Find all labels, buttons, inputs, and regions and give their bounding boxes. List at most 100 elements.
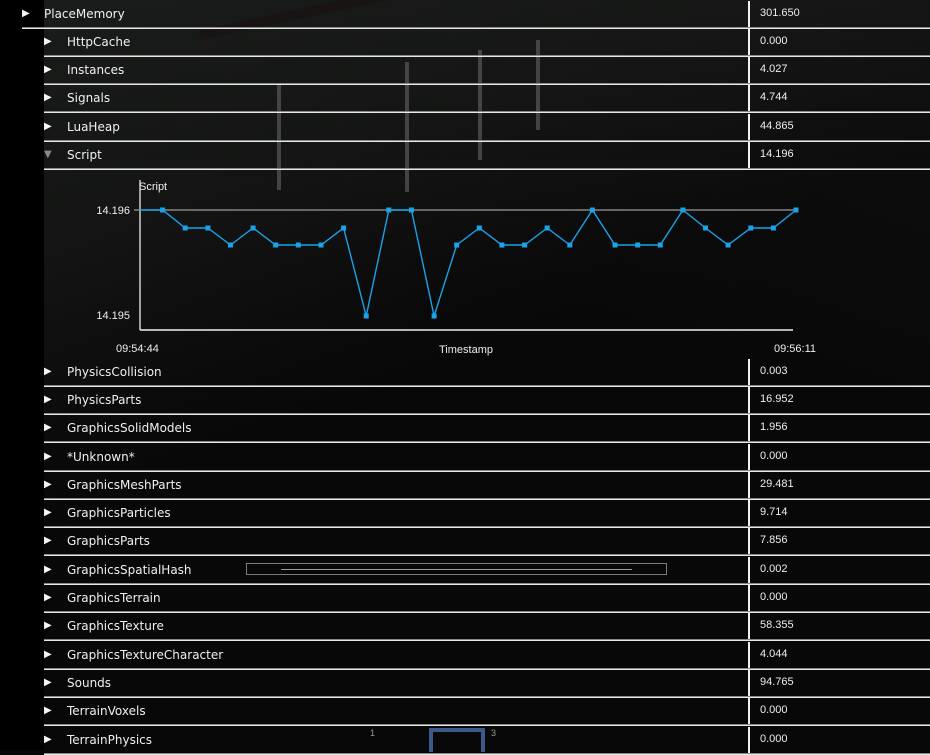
expand-arrow-icon[interactable]: ▶ [44, 394, 52, 405]
tree-row-terrainphysics[interactable]: ▶ TerrainPhysics 0.000 [44, 727, 930, 755]
hotbar-slot-2-selected[interactable] [429, 728, 485, 752]
expand-arrow-icon[interactable]: ▶ [44, 507, 52, 518]
tree-row-placememory[interactable]: ▶ PlaceMemory 301.650 [0, 1, 930, 29]
left-margin [0, 0, 44, 750]
tree-row-script[interactable]: ▼ Script 14.196 [44, 142, 930, 170]
data-point-marker [454, 242, 460, 248]
row-label: GraphicsParts [67, 534, 150, 548]
row-value-cell: 4.027 [748, 57, 930, 83]
data-point-marker [228, 242, 233, 248]
row-value-cell: 0.002 [748, 557, 930, 583]
expand-arrow-icon[interactable]: ▶ [44, 620, 52, 631]
row-value-cell: 0.003 [748, 359, 930, 385]
row-label: Script [67, 148, 102, 162]
hotbar-slot-3-number: 3 [491, 728, 497, 738]
tree-row-graphicsparticles[interactable]: ▶ GraphicsParticles 9.714 [44, 500, 930, 528]
x-tick-start: 09:54:44 [116, 343, 159, 355]
row-label: Sounds [67, 676, 112, 690]
row-value-cell: 14.196 [748, 142, 930, 168]
tree-row-graphicsspatialhash[interactable]: ▶ GraphicsSpatialHash 0.002 [44, 557, 930, 585]
expand-arrow-icon[interactable]: ▶ [44, 479, 52, 490]
scene-rail-post [405, 62, 409, 192]
tree-row-instances[interactable]: ▶ Instances 4.027 [44, 57, 930, 85]
row-value-cell: 0.000 [748, 698, 930, 724]
data-point-marker [273, 242, 279, 248]
expand-arrow-icon[interactable]: ▶ [44, 564, 52, 575]
row-separator [44, 583, 930, 585]
expand-arrow-icon[interactable]: ▶ [44, 649, 52, 660]
row-value: 14.196 [760, 148, 794, 160]
row-value: 4.027 [760, 63, 788, 75]
row-value-cell: 1.956 [748, 415, 930, 441]
tree-row-graphicsmeshparts[interactable]: ▶ GraphicsMeshParts 29.481 [44, 472, 930, 500]
expand-arrow-icon[interactable]: ▶ [44, 705, 52, 716]
y-tick-min: 14.195 [96, 310, 130, 322]
collapse-arrow-icon[interactable]: ▼ [44, 149, 52, 160]
row-value: 0.003 [760, 365, 788, 377]
expand-arrow-icon[interactable]: ▶ [44, 734, 52, 745]
tree-row-physicscollision[interactable]: ▶ PhysicsCollision 0.003 [44, 359, 930, 387]
row-value: 0.000 [760, 35, 788, 47]
row-label: Instances [67, 63, 125, 77]
row-label: LuaHeap [67, 120, 120, 134]
expand-arrow-icon[interactable]: ▶ [44, 422, 52, 433]
data-point-marker [612, 242, 618, 248]
data-point-marker [703, 225, 708, 231]
expand-arrow-icon[interactable]: ▶ [44, 535, 52, 546]
tree-row-graphicssolidmodels[interactable]: ▶ GraphicsSolidModels 1.956 [44, 415, 930, 443]
tree-row-graphicstexturecharacter[interactable]: ▶ GraphicsTextureCharacter 4.044 [44, 642, 930, 670]
tree-row-signals[interactable]: ▶ Signals 4.744 [44, 85, 930, 113]
tree-row-sounds[interactable]: ▶ Sounds 94.765 [44, 670, 930, 698]
tree-row-httpcache[interactable]: ▶ HttpCache 0.000 [44, 29, 930, 57]
row-value-cell: 7.856 [748, 528, 930, 554]
expand-arrow-icon[interactable]: ▶ [44, 366, 52, 377]
row-label: GraphicsMeshParts [67, 478, 182, 492]
tree-row-luaheap[interactable]: ▶ LuaHeap 44.865 [44, 114, 930, 142]
expand-arrow-icon[interactable]: ▶ [44, 592, 52, 603]
expand-arrow-icon[interactable]: ▶ [22, 8, 30, 19]
row-label: PhysicsParts [67, 393, 142, 407]
script-memory-chart: Script 14.196 14.195 09:54:44 Timestamp … [44, 170, 930, 358]
row-separator [44, 554, 930, 556]
row-separator [44, 611, 930, 613]
row-separator [44, 441, 930, 443]
row-value-cell: 44.865 [748, 114, 930, 140]
row-label: *Unknown* [67, 450, 135, 464]
tree-row-graphicstexture[interactable]: ▶ GraphicsTexture 58.355 [44, 613, 930, 641]
row-separator [44, 639, 930, 641]
row-label: PhysicsCollision [67, 365, 162, 379]
data-point-marker [431, 313, 437, 319]
expand-arrow-icon[interactable]: ▶ [44, 451, 52, 462]
tree-row-terrainvoxels[interactable]: ▶ TerrainVoxels 0.000 [44, 698, 930, 726]
row-separator [44, 413, 930, 415]
row-label: PlaceMemory [44, 7, 125, 21]
data-point-marker [725, 242, 731, 248]
expand-arrow-icon[interactable]: ▶ [44, 677, 52, 688]
data-point-marker [657, 242, 663, 248]
expand-arrow-icon[interactable]: ▶ [44, 36, 52, 47]
expand-arrow-icon[interactable]: ▶ [44, 121, 52, 132]
spatial-hash-progress-bar [246, 563, 667, 575]
row-value: 0.002 [760, 563, 788, 575]
row-value-cell: 94.765 [748, 670, 930, 696]
data-point-marker [680, 207, 686, 213]
chart-title: Script [139, 181, 167, 193]
expand-arrow-icon[interactable]: ▶ [44, 64, 52, 75]
scene-rail-post [536, 40, 540, 130]
data-point-marker [363, 313, 369, 319]
row-separator [44, 111, 930, 113]
tree-row-graphicsparts[interactable]: ▶ GraphicsParts 7.856 [44, 528, 930, 556]
expand-arrow-icon[interactable]: ▶ [44, 92, 52, 103]
row-separator [44, 724, 930, 726]
tree-row-unknown[interactable]: ▶ *Unknown* 0.000 [44, 444, 930, 472]
row-label: GraphicsTexture [67, 619, 164, 633]
row-value-cell: 301.650 [748, 1, 930, 27]
row-separator [44, 55, 930, 57]
row-label: Signals [67, 91, 111, 105]
row-value: 4.744 [760, 91, 788, 103]
row-separator [22, 27, 930, 29]
tree-row-physicsparts[interactable]: ▶ PhysicsParts 16.952 [44, 387, 930, 415]
row-value: 0.000 [760, 733, 788, 745]
tree-row-graphicsterrain[interactable]: ▶ GraphicsTerrain 0.000 [44, 585, 930, 613]
